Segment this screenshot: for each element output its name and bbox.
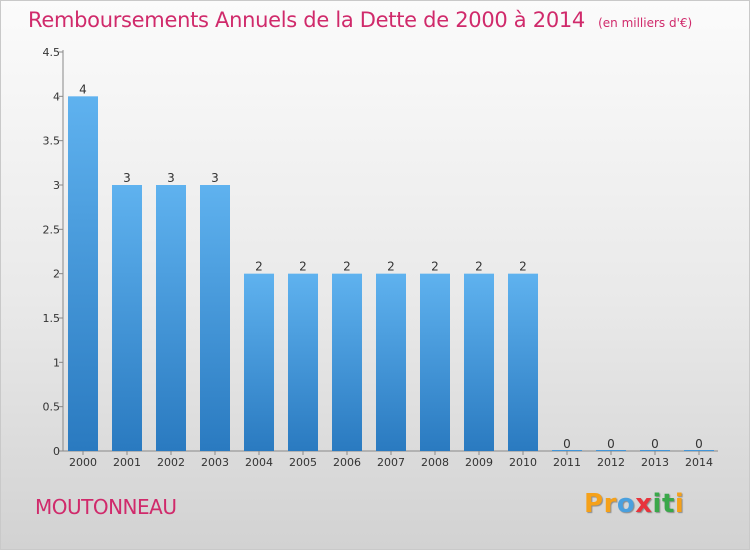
data-label: 3: [123, 171, 131, 185]
bar: [244, 273, 274, 451]
logo-letter: P: [584, 489, 604, 519]
logo-letter: i: [652, 489, 662, 519]
data-label: 2: [343, 260, 351, 274]
data-label: 2: [519, 260, 527, 274]
x-tick-label: 2002: [157, 456, 185, 469]
x-tick-label: 2001: [113, 456, 141, 469]
y-tick-label: 0: [53, 445, 60, 458]
title-row: Remboursements Annuels de la Dette de 20…: [28, 8, 692, 32]
logo-letter: r: [603, 489, 617, 519]
bar: [420, 273, 450, 451]
proxiti-logo[interactable]: Proxiti: [584, 489, 684, 519]
x-tick-label: 2004: [245, 456, 273, 469]
bar: [68, 96, 98, 451]
data-label: 0: [563, 437, 571, 451]
bar: [288, 273, 318, 451]
x-tick-label: 2010: [509, 456, 537, 469]
y-tick-label: 2: [53, 268, 60, 281]
bar: [552, 450, 582, 451]
logo-letter: t: [661, 489, 675, 519]
logo-letter: i: [674, 489, 685, 519]
commune-name: MOUTONNEAU: [35, 495, 177, 519]
x-tick-label: 2000: [69, 456, 97, 469]
logo-letter: x: [635, 489, 653, 519]
labels: 2000420013200232003320042200522006220072…: [69, 82, 713, 469]
x-tick-label: 2014: [685, 456, 713, 469]
y-tick-label: 1: [53, 356, 60, 369]
y-tick-label: 0.5: [43, 401, 61, 414]
x-tick-label: 2009: [465, 456, 493, 469]
y-tick-label: 4: [53, 90, 60, 103]
chart-title: Remboursements Annuels de la Dette de 20…: [28, 8, 585, 32]
data-label: 2: [255, 260, 263, 274]
data-label: 3: [211, 171, 219, 185]
y-tick-label: 4.5: [43, 46, 61, 59]
chart-subtitle: (en milliers d'€): [598, 16, 693, 30]
data-label: 2: [475, 260, 483, 274]
data-label: 0: [651, 437, 659, 451]
x-tick-label: 2006: [333, 456, 361, 469]
y-tick-label: 2.5: [43, 223, 61, 236]
data-label: 2: [431, 260, 439, 274]
x-tick-label: 2013: [641, 456, 669, 469]
data-label: 3: [167, 171, 175, 185]
bars: [68, 96, 714, 451]
x-tick-label: 2012: [597, 456, 625, 469]
bar: [684, 450, 714, 451]
bar: [464, 273, 494, 451]
bar: [200, 185, 230, 451]
bar: [508, 273, 538, 451]
data-label: 4: [79, 82, 87, 96]
bar: [332, 273, 362, 451]
y-tick-label: 1.5: [43, 312, 61, 325]
y-tick-label: 3: [53, 179, 60, 192]
bar: [640, 450, 670, 451]
data-label: 2: [387, 260, 395, 274]
y-tick-label: 3.5: [43, 135, 61, 148]
data-label: 0: [695, 437, 703, 451]
bar: [112, 185, 142, 451]
logo-letter: o: [616, 489, 636, 519]
bar: [376, 273, 406, 451]
x-tick-label: 2005: [289, 456, 317, 469]
x-tick-label: 2003: [201, 456, 229, 469]
x-tick-label: 2008: [421, 456, 449, 469]
x-tick-label: 2007: [377, 456, 405, 469]
data-label: 2: [299, 260, 307, 274]
data-label: 0: [607, 437, 615, 451]
x-tick-label: 2011: [553, 456, 581, 469]
bar: [156, 185, 186, 451]
bar: [596, 450, 626, 451]
